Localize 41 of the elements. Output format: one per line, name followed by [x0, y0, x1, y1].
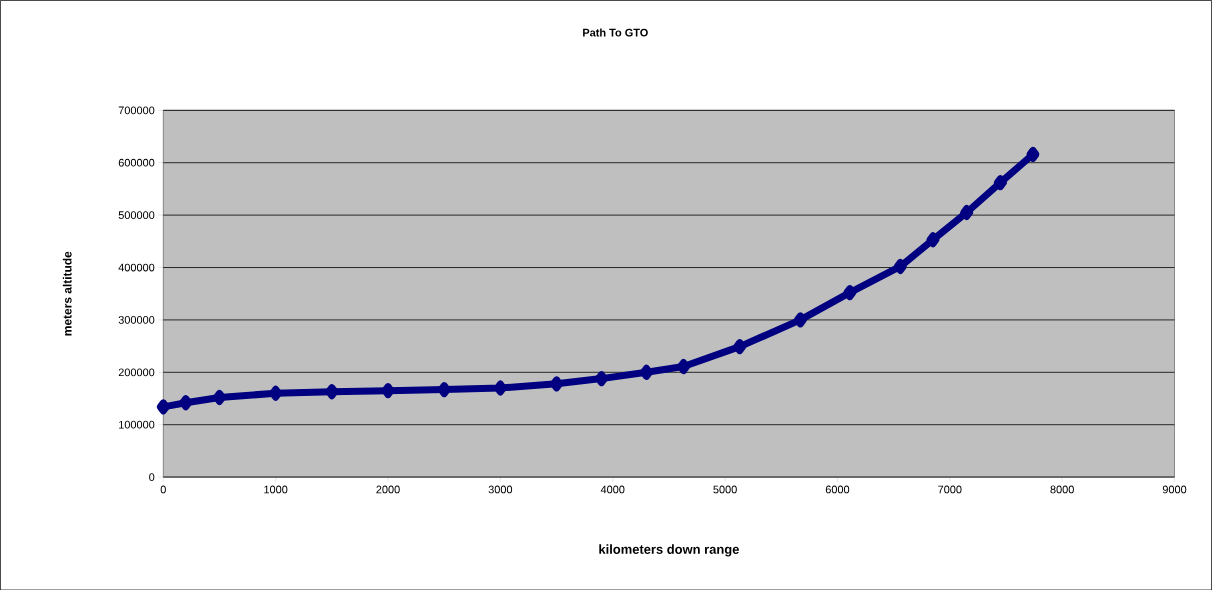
point: [677, 358, 691, 374]
y-tick-label: 700000: [118, 106, 155, 115]
x-tick-label: 7000: [938, 485, 962, 494]
x-tick-label: 2000: [376, 485, 400, 494]
y-tick-label: 600000: [118, 158, 155, 167]
x-tick-label: 4000: [600, 485, 625, 494]
x-tick-label: 6000: [825, 485, 850, 494]
point: [793, 312, 807, 328]
y-tick-label: 0: [149, 473, 155, 481]
point: [926, 232, 940, 248]
point: [843, 284, 857, 300]
y-tick-label: 100000: [119, 420, 155, 429]
point: [960, 204, 974, 220]
x-tick-label: 3000: [488, 485, 513, 494]
point: [595, 370, 608, 386]
y-tick-label: 200000: [118, 368, 155, 376]
y-tick-label: 500000: [118, 211, 155, 219]
point: [893, 258, 907, 274]
y-tick-label: 400000: [118, 263, 155, 272]
point: [381, 382, 395, 398]
point: [179, 394, 193, 410]
point: [993, 174, 1007, 190]
point: [156, 399, 170, 415]
point: [212, 389, 226, 405]
x-tick-label: 8000: [1050, 485, 1074, 494]
x-tick-label: 0: [160, 485, 166, 494]
x-tick-label: 1000: [264, 485, 288, 494]
chart-title: Path To GTO: [583, 28, 648, 37]
point: [493, 380, 507, 396]
point: [437, 381, 451, 397]
x-axis-title: kilometers down range: [599, 544, 739, 557]
y-tick-label: 300000: [118, 315, 155, 324]
x-tick-label: 5000: [713, 485, 737, 494]
y-axis-title: meters altitude: [62, 251, 72, 336]
point: [639, 364, 653, 380]
point: [269, 385, 283, 401]
point: [733, 338, 747, 354]
point: [325, 383, 339, 399]
point: [550, 376, 564, 392]
x-tick-label: 9000: [1162, 485, 1187, 494]
point: [1026, 146, 1040, 162]
